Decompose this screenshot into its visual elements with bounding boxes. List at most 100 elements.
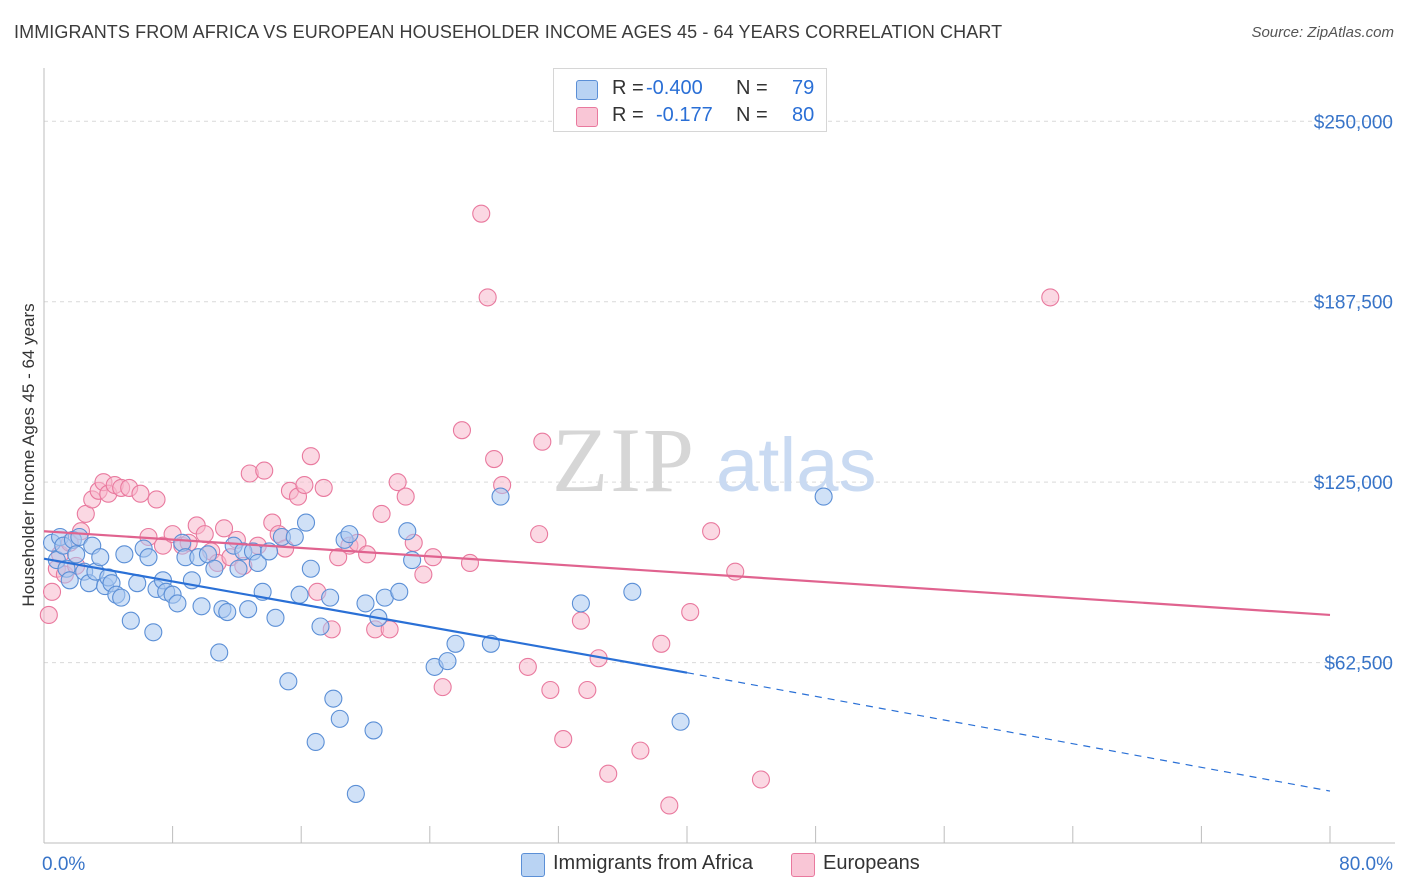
europe-point <box>652 634 671 653</box>
africa-point <box>390 582 409 601</box>
europe-point <box>39 605 58 624</box>
europe-point <box>571 611 590 630</box>
africa-point <box>210 643 229 662</box>
africa-point <box>311 617 330 636</box>
africa-point <box>139 548 158 567</box>
europe-trend-line <box>43 530 1331 617</box>
europe-point <box>681 603 700 622</box>
africa-point <box>229 559 248 578</box>
africa-point <box>168 594 187 613</box>
n-value: 80 <box>792 104 815 126</box>
source-credit: Source: ZipAtlas.com <box>1251 24 1394 41</box>
europe-point <box>452 421 472 440</box>
n-value: 79 <box>792 77 815 99</box>
y-tick-label: $62,500 <box>1324 654 1393 675</box>
europe-point <box>472 204 491 223</box>
europe-point <box>147 490 166 509</box>
europe-point <box>388 473 407 492</box>
africa-legend-swatch <box>521 853 545 877</box>
series-europeans <box>39 204 1060 815</box>
africa-trend-extension <box>686 672 1331 792</box>
africa-point <box>285 527 304 547</box>
europe-point <box>329 548 348 567</box>
europe-legend-swatch <box>791 853 815 877</box>
africa-point <box>205 559 224 578</box>
legend-label: Europeans <box>823 852 920 874</box>
europe-point <box>533 432 552 451</box>
x-tick-label: 80.0% <box>1339 854 1393 875</box>
europe-point <box>478 288 497 307</box>
africa-point <box>296 513 316 532</box>
n-label: N = <box>736 104 768 126</box>
europe-point <box>42 582 62 601</box>
africa-point <box>60 571 79 590</box>
y-tick-label: $250,000 <box>1314 112 1393 133</box>
africa-point <box>324 689 343 708</box>
gridlines <box>44 120 1395 664</box>
europe-point <box>541 680 560 700</box>
africa-point <box>248 553 267 573</box>
watermark-zip: ZIP <box>552 409 696 511</box>
europe-point <box>518 657 537 676</box>
europe-point <box>530 525 549 544</box>
watermark-atlas: atlas <box>716 423 877 508</box>
y-axis-label: Householder Income Ages 45 - 64 years <box>19 303 38 606</box>
africa-point <box>192 597 211 616</box>
europe-point <box>195 525 214 544</box>
europe-point <box>214 519 234 538</box>
europe-point <box>702 522 721 541</box>
africa-point <box>144 623 163 642</box>
europe-point <box>131 484 150 503</box>
chart-title: IMMIGRANTS FROM AFRICA VS EUROPEAN HOUSE… <box>14 22 1003 42</box>
n-label: N = <box>736 77 768 99</box>
europe-point <box>153 536 173 555</box>
europe-point <box>314 478 333 497</box>
africa-swatch <box>576 80 598 100</box>
tick-labels: $62,500 $125,000 $187,500 $250,000 0.0% 80.0% <box>42 112 1393 875</box>
europe-point <box>751 770 770 789</box>
europe-point <box>578 680 597 700</box>
europe-point <box>460 553 480 573</box>
axes <box>43 68 1395 844</box>
europe-point <box>599 764 618 783</box>
europe-point <box>372 504 391 523</box>
series-immigrants-from-africa <box>42 487 833 803</box>
r-value: -0.400 <box>646 77 703 99</box>
r-label: R = <box>612 77 644 99</box>
africa-point <box>306 732 325 752</box>
europe-point <box>396 487 415 506</box>
africa-point <box>218 603 237 622</box>
africa-point <box>67 545 86 564</box>
africa-point <box>346 784 365 803</box>
africa-point <box>814 487 833 506</box>
africa-point <box>91 548 110 567</box>
x-tick-label: 0.0% <box>42 854 85 875</box>
europe-point <box>414 565 433 584</box>
africa-point <box>571 594 590 613</box>
europe-point <box>631 741 650 760</box>
europe-swatch <box>576 107 598 127</box>
africa-point <box>398 522 417 541</box>
europe-point <box>433 678 452 697</box>
legend-label: Immigrants from Africa <box>553 852 754 874</box>
europe-point <box>301 447 320 466</box>
africa-point <box>115 545 134 564</box>
africa-point <box>330 709 349 728</box>
africa-point <box>364 721 383 740</box>
africa-point <box>438 652 457 671</box>
europe-point <box>358 545 377 564</box>
watermark: ZIP atlas <box>552 409 877 511</box>
stats-legend: R = -0.400 N = 79 R = -0.177 N = 80 <box>553 68 827 132</box>
europe-point <box>295 475 314 495</box>
r-value: -0.177 <box>656 104 713 126</box>
africa-point <box>446 634 465 653</box>
africa-point <box>121 611 140 630</box>
africa-point <box>239 600 258 619</box>
europe-point <box>255 461 274 480</box>
africa-trend-line <box>43 557 688 674</box>
africa-point <box>321 588 340 607</box>
africa-point <box>340 525 359 544</box>
africa-point <box>290 585 309 604</box>
africa-point <box>279 672 298 691</box>
africa-point <box>266 608 285 627</box>
